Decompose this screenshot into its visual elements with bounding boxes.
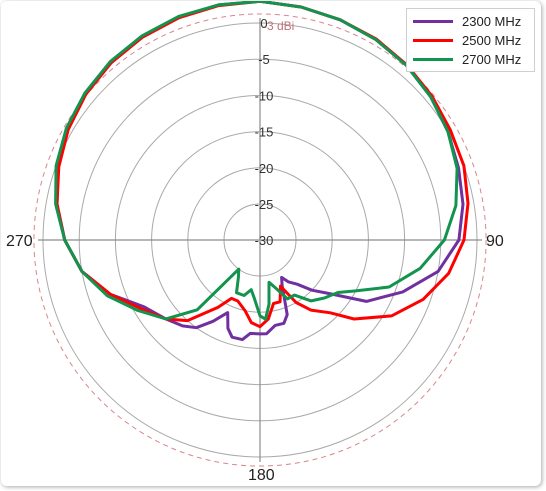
legend-label: 2700 MHz — [462, 52, 522, 67]
legend-item-2300: 2300 MHz — [407, 12, 534, 32]
legend-item-2500: 2500 MHz — [407, 31, 534, 51]
legend-swatch — [413, 58, 453, 61]
radial-tick-labels: 0 -5 -10 -15 -20 -25 -30 — [255, 16, 274, 248]
series-line-2500-mhz — [55, 1, 470, 329]
reference-label: -3 dBi — [263, 19, 294, 33]
angle-label-90: 90 — [486, 233, 504, 250]
polar-chart: -3 dBi 0 -5 -10 -15 -20 -25 -30 90 270 180 — [6, 1, 504, 484]
legend-label: 2300 MHz — [462, 14, 522, 29]
angle-label-180: 180 — [248, 467, 275, 484]
radial-tick-label: -25 — [255, 197, 274, 212]
reference-circle — [33, 13, 487, 467]
legend: 2300 MHz 2500 MHz 2700 MHz — [406, 8, 535, 72]
series-traces — [54, 1, 470, 342]
reference-ring: -3 dBi — [33, 13, 487, 467]
radial-tick-label: -15 — [255, 125, 274, 140]
series-line-2700-mhz — [54, 1, 459, 321]
radial-tick-label: 0 — [260, 16, 267, 31]
radial-tick-label: -30 — [255, 233, 274, 248]
legend-swatch — [413, 39, 453, 42]
radial-tick-label: -5 — [258, 52, 270, 67]
angle-label-270: 270 — [6, 233, 33, 250]
radial-tick-label: -20 — [255, 161, 274, 176]
chart-frame: -3 dBi 0 -5 -10 -15 -20 -25 -30 90 270 180 2300 … — [1, 1, 541, 486]
legend-item-2700: 2700 MHz — [407, 50, 534, 70]
legend-swatch — [413, 20, 453, 23]
angle-labels: 90 270 180 — [6, 233, 504, 484]
polar-grid — [38, 18, 482, 462]
legend-label: 2500 MHz — [462, 33, 522, 48]
radial-tick-label: -10 — [255, 88, 274, 103]
